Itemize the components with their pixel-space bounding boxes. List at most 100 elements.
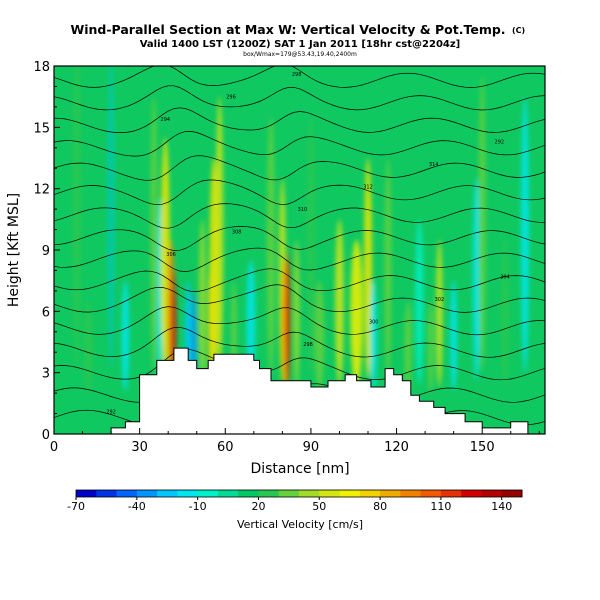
velocity-plume bbox=[404, 301, 412, 394]
isentrope-label: 310 bbox=[298, 207, 308, 213]
velocity-plume bbox=[450, 280, 458, 392]
velocity-plume bbox=[384, 158, 392, 379]
velocity-plume bbox=[427, 301, 434, 394]
y-tick-label: 6 bbox=[42, 305, 50, 320]
isentrope-line bbox=[54, 284, 545, 313]
colorbar-swatch bbox=[440, 490, 462, 497]
colorbar-swatch bbox=[461, 490, 482, 497]
isentrope-line bbox=[54, 326, 545, 358]
chart-title-mark: (C) bbox=[512, 26, 525, 35]
velocity-plume bbox=[72, 66, 81, 368]
velocity-plume bbox=[478, 76, 486, 371]
isentrope-label: 298 bbox=[303, 342, 313, 348]
isentrope-label: 306 bbox=[166, 252, 176, 258]
y-tick-label: 3 bbox=[42, 367, 50, 382]
y-tick-label: 12 bbox=[33, 183, 50, 198]
plot-area: 292 294 296 298 300 302 304 306 308 310 312 314 292 2… bbox=[54, 66, 545, 434]
y-tick-label: 15 bbox=[33, 121, 50, 136]
isentrope-label: 308 bbox=[232, 230, 242, 236]
isentrope-label: 296 bbox=[226, 95, 236, 101]
x-axis-label: Distance [nm] bbox=[250, 461, 349, 477]
colorbar-swatch bbox=[278, 490, 300, 497]
isentrope-label: 314 bbox=[429, 162, 439, 168]
isentrope-line bbox=[54, 348, 545, 381]
velocity-plume bbox=[335, 219, 344, 385]
colorbar-tick-label: -40 bbox=[128, 500, 146, 513]
chart-subtitle: Valid 1400 LST (1200Z) SAT 1 Jan 2011 [1… bbox=[140, 39, 461, 50]
isentrope-label: 298 bbox=[292, 72, 302, 78]
isentrope-label: 294 bbox=[161, 117, 171, 123]
velocity-plume bbox=[364, 158, 373, 379]
velocity-plume bbox=[199, 219, 206, 385]
colorbar-swatch bbox=[299, 490, 320, 497]
x-tick-label: 60 bbox=[217, 440, 234, 455]
velocity-plume bbox=[521, 96, 530, 373]
velocity-plume bbox=[107, 66, 115, 369]
colorbar-swatch bbox=[420, 490, 442, 497]
y-tick-label: 9 bbox=[42, 244, 50, 259]
colorbar-swatch bbox=[380, 490, 401, 497]
colorbar-swatch bbox=[116, 490, 138, 497]
colorbar-tick-label: 110 bbox=[430, 500, 451, 513]
isentrope-line bbox=[54, 306, 545, 336]
x-axis: 0 30 60 90 120 150 bbox=[50, 428, 540, 455]
colorbar-swatch bbox=[501, 490, 523, 497]
velocity-plume bbox=[436, 239, 443, 387]
velocity-plume bbox=[215, 96, 224, 373]
x-tick-label: 0 bbox=[50, 440, 58, 455]
colorbar-swatch bbox=[359, 490, 381, 497]
velocity-plume bbox=[150, 96, 158, 373]
velocity-plume bbox=[266, 117, 275, 375]
isentrope-line bbox=[54, 66, 545, 88]
velocity-plume bbox=[501, 239, 509, 387]
velocity-plume bbox=[370, 280, 378, 392]
isentrope-label: 292 bbox=[106, 410, 116, 416]
isentrope-line bbox=[54, 226, 545, 251]
chart-title: Wind-Parallel Section at Max W: Vertical… bbox=[70, 22, 505, 37]
colorbar-tick-label: 20 bbox=[251, 500, 265, 513]
isentrope-line bbox=[54, 85, 545, 111]
velocity-plume bbox=[293, 239, 300, 387]
y-tick-label: 0 bbox=[42, 428, 50, 443]
velocity-plume bbox=[314, 280, 325, 392]
x-tick-label: 90 bbox=[303, 440, 320, 455]
velocity-plume bbox=[83, 301, 93, 394]
colorbar: -70 -40 -10 20 50 80 110 140 bbox=[67, 489, 523, 513]
isentrope-line bbox=[54, 247, 545, 272]
colorbar-tick-label: 140 bbox=[491, 500, 512, 513]
colorbar-swatch bbox=[157, 490, 178, 497]
velocity-plume bbox=[307, 117, 315, 375]
colorbar-swatch bbox=[400, 490, 422, 497]
colorbar-swatch bbox=[136, 490, 158, 497]
isentrope-label: 312 bbox=[363, 185, 373, 191]
isentrope-label: 292 bbox=[495, 140, 505, 146]
colorbar-swatch bbox=[217, 490, 239, 497]
colorbar-swatch bbox=[96, 490, 118, 497]
terrain bbox=[54, 347, 529, 434]
chart-subtitle-2: box/Wmax=179@53.43,19.40,2400m bbox=[243, 51, 357, 58]
x-tick-label: 30 bbox=[131, 440, 148, 455]
velocity-plume bbox=[285, 250, 291, 388]
colorbar-tick-label: 50 bbox=[312, 500, 326, 513]
isentrope-line bbox=[54, 179, 545, 206]
colorbar-swatch bbox=[76, 490, 97, 497]
colorbar-tick-label: -70 bbox=[67, 500, 85, 513]
velocity-plume bbox=[350, 239, 363, 387]
colorbar-tick-label: -10 bbox=[189, 500, 207, 513]
colorbar-swatch bbox=[238, 490, 259, 497]
colorbar-tick-label: 80 bbox=[373, 500, 387, 513]
colorbar-swatch bbox=[258, 490, 280, 497]
y-axis: 0 3 6 9 12 15 18 bbox=[33, 60, 60, 443]
isentrope-line bbox=[54, 203, 545, 229]
colorbar-swatch bbox=[177, 490, 199, 497]
isentrope-line bbox=[54, 268, 545, 292]
isentrope-line bbox=[54, 155, 545, 181]
isentrope-line bbox=[54, 131, 545, 157]
isentrope-line bbox=[54, 107, 545, 133]
plot-background bbox=[54, 66, 545, 434]
velocity-plume bbox=[472, 178, 481, 381]
x-tick-label: 150 bbox=[470, 440, 495, 455]
y-axis-label: Height [Kft MSL] bbox=[6, 193, 22, 307]
colorbar-swatch bbox=[319, 490, 341, 497]
